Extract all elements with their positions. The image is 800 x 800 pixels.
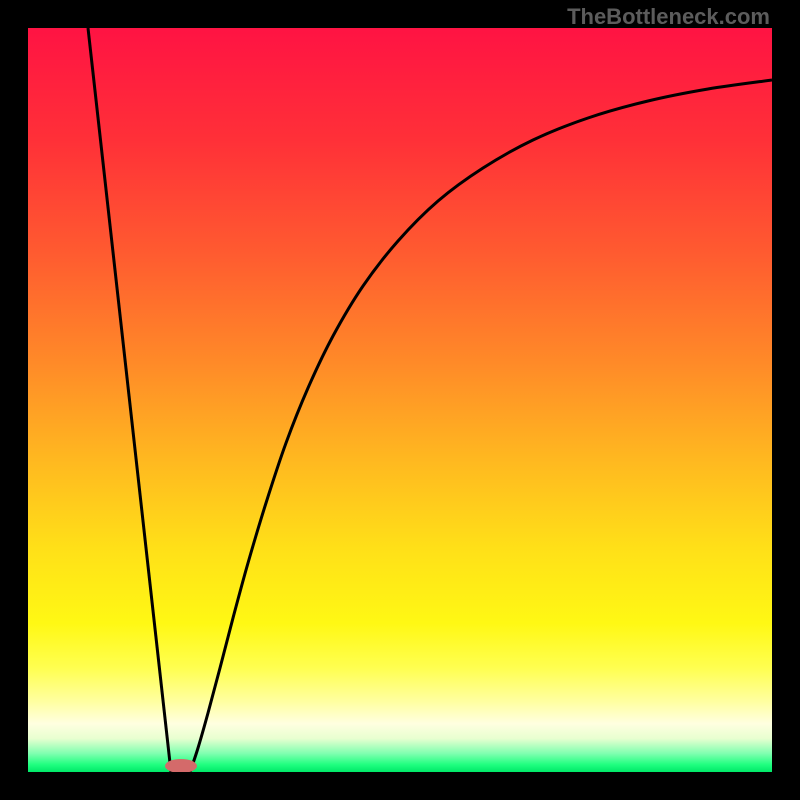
plot-area (28, 28, 772, 772)
watermark-text: TheBottleneck.com (567, 4, 770, 30)
gradient-background (28, 28, 772, 772)
chart-svg (28, 28, 772, 772)
chart-frame: TheBottleneck.com (0, 0, 800, 800)
